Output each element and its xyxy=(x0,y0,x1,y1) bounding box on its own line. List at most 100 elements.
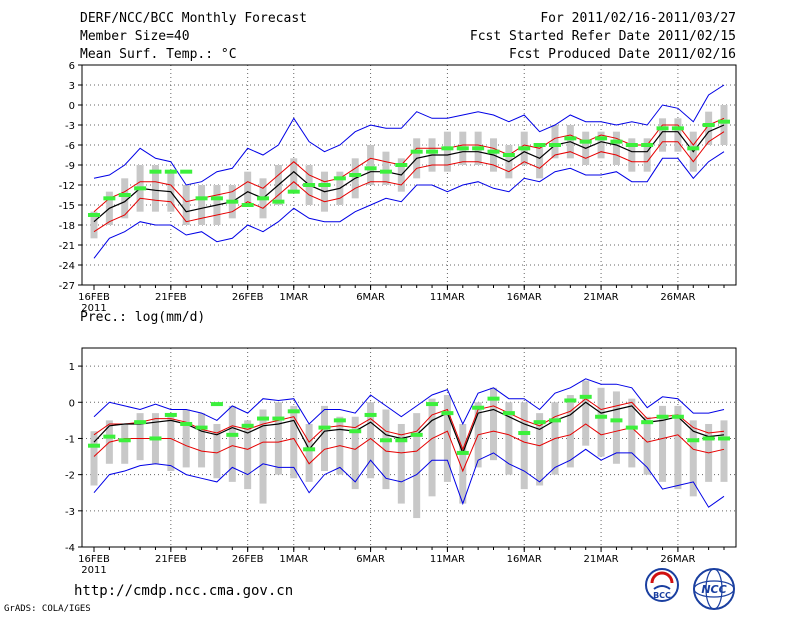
ensemble-box xyxy=(612,391,620,464)
observed-marker xyxy=(134,420,147,425)
ensemble-box xyxy=(597,131,605,159)
observed-marker xyxy=(410,149,423,154)
observed-marker xyxy=(502,411,515,416)
member-size: Member Size=40 xyxy=(80,29,190,44)
forecast-produced-date: Fcst Produced Date 2011/02/16 xyxy=(509,47,736,62)
observed-marker xyxy=(164,412,177,417)
x-tick-label: 16FEB xyxy=(78,554,110,565)
observed-marker xyxy=(702,436,715,441)
ensemble-box xyxy=(413,413,421,519)
ensemble-box xyxy=(628,138,636,172)
observed-marker xyxy=(118,438,131,443)
observed-marker xyxy=(579,394,592,399)
observed-marker xyxy=(349,173,362,177)
ensemble-box xyxy=(228,405,236,482)
source-url[interactable]: http://cmdp.ncc.cma.gov.cn xyxy=(74,583,294,599)
ensemble-box xyxy=(659,405,667,482)
ensemble-box xyxy=(674,405,682,490)
ensemble-box xyxy=(90,431,98,486)
observed-marker xyxy=(303,447,316,452)
panel1-title: Mean Surf. Temp.: °C xyxy=(80,47,237,62)
y-tick-label: -9 xyxy=(65,161,75,172)
observed-marker xyxy=(472,405,485,410)
ensemble-box xyxy=(490,387,498,461)
observed-marker xyxy=(487,396,500,401)
lower-inner-line xyxy=(93,423,725,473)
ensemble-box xyxy=(597,387,605,457)
ensemble-box xyxy=(443,131,451,172)
observed-marker xyxy=(149,169,162,174)
x-tick-label: 26FEB xyxy=(232,292,264,303)
observed-marker xyxy=(287,189,300,194)
observed-marker xyxy=(410,432,423,437)
x-tick-label: 11MAR xyxy=(430,292,465,303)
observed-marker xyxy=(241,423,254,428)
ncc-logo: NCC xyxy=(693,568,735,610)
observed-marker xyxy=(195,196,208,201)
x-tick-label: 6MAR xyxy=(356,554,385,565)
ensemble-box xyxy=(182,185,190,225)
observed-marker xyxy=(318,183,331,187)
ensemble-box xyxy=(274,402,282,475)
ensemble-box xyxy=(659,118,667,152)
lower-outer-line xyxy=(93,448,725,508)
x-tick-label: 16MAR xyxy=(507,292,542,303)
observed-marker xyxy=(333,176,346,181)
x-tick-label: 16FEB xyxy=(78,292,110,303)
observed-marker xyxy=(257,196,270,201)
ensemble-box xyxy=(612,131,620,165)
y-tick-label: -6 xyxy=(65,141,75,152)
observed-marker xyxy=(103,434,116,439)
y-tick-label: -1 xyxy=(65,434,75,445)
observed-marker xyxy=(226,432,239,437)
ensemble-box xyxy=(582,380,590,446)
x-tick-label: 21MAR xyxy=(583,554,618,565)
ensemble-box xyxy=(90,211,98,239)
ensemble-mean-line xyxy=(93,401,725,455)
observed-marker xyxy=(287,409,300,414)
observed-marker xyxy=(502,153,515,157)
x-year-label: 2011 xyxy=(81,303,106,314)
observed-marker xyxy=(210,402,223,407)
ensemble-box xyxy=(382,151,390,185)
ensemble-box xyxy=(551,125,559,159)
observed-marker xyxy=(656,126,669,131)
ensemble-box xyxy=(198,413,206,468)
observed-marker xyxy=(134,186,147,191)
x-tick-label: 11MAR xyxy=(430,554,465,565)
ensemble-box xyxy=(167,413,175,472)
plot-frame xyxy=(81,64,737,286)
ensemble-mean-line xyxy=(93,124,725,223)
ensemble-box xyxy=(244,420,252,490)
ensemble-box xyxy=(305,423,313,482)
y-tick-label: -2 xyxy=(65,471,75,482)
observed-marker xyxy=(610,418,623,423)
ensemble-box xyxy=(136,413,144,461)
observed-marker xyxy=(364,412,377,417)
x-year-label: 2011 xyxy=(81,565,106,576)
ensemble-box xyxy=(151,165,159,212)
logos: BCC NCC xyxy=(645,568,735,610)
observed-marker xyxy=(687,438,700,443)
observed-marker xyxy=(379,438,392,443)
observed-marker xyxy=(610,139,623,144)
lower-outer-line xyxy=(93,151,725,259)
observed-marker xyxy=(426,149,439,154)
observed-marker xyxy=(533,420,546,425)
observed-marker xyxy=(180,421,193,426)
ensemble-box xyxy=(505,402,513,475)
upper-outer-line xyxy=(93,378,725,426)
ensemble-box xyxy=(536,145,544,179)
observed-marker xyxy=(456,450,469,455)
y-tick-label: -27 xyxy=(59,281,75,292)
x-tick-label: 1MAR xyxy=(279,554,308,565)
y-tick-label: 0 xyxy=(69,398,75,409)
observed-marker xyxy=(472,146,485,151)
x-tick-label: 16MAR xyxy=(507,554,542,565)
observed-marker xyxy=(564,398,577,403)
ensemble-box xyxy=(628,398,636,468)
observed-marker xyxy=(641,143,654,147)
observed-marker xyxy=(718,119,730,124)
